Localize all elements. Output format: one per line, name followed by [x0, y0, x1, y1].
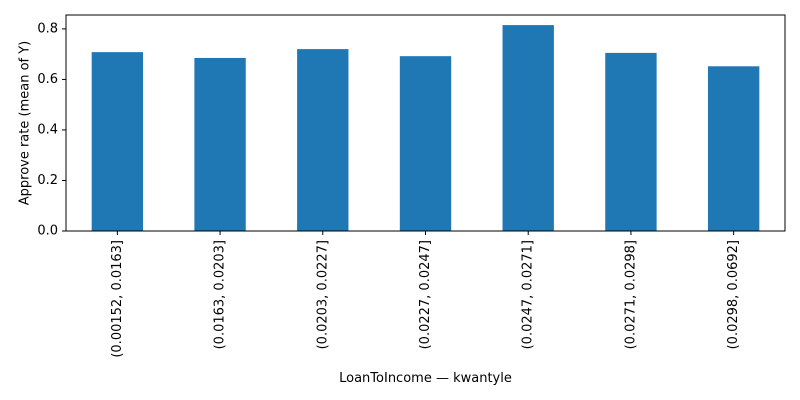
- x-tick-label-2: (0.0203, 0.0227]: [315, 240, 330, 349]
- y-axis-label: Approve rate (mean of Y): [18, 41, 33, 206]
- plot-frame: [65, 14, 786, 232]
- x-tick-label-3: (0.0227, 0.0247]: [418, 240, 433, 349]
- bars-group: [91, 25, 760, 232]
- bar-5: [605, 52, 657, 231]
- x-tick-label-1: (0.0163, 0.0203]: [213, 240, 228, 349]
- x-tick-label-6: (0.0298, 0.0692]: [726, 240, 741, 349]
- y-tick-label-4: 0.8: [37, 21, 58, 36]
- x-tick-label-4: (0.0247, 0.0271]: [521, 240, 536, 349]
- x-axis-ticks: (0.00152, 0.0163] (0.0163, 0.0203] (0.0203…: [110, 231, 741, 358]
- y-tick-label-2: 0.4: [37, 122, 58, 137]
- bar-6: [707, 66, 760, 231]
- x-tick-label-0: (0.00152, 0.0163]: [110, 240, 125, 358]
- bar-1: [194, 57, 246, 231]
- bar-0: [91, 52, 144, 231]
- y-tick-label-3: 0.6: [37, 72, 58, 87]
- y-tick-label-1: 0.2: [37, 173, 58, 188]
- y-axis-ticks: 0.0 0.2 0.4 0.6 0.8: [37, 21, 66, 239]
- x-axis-label: LoanToIncome — kwantyle: [339, 371, 512, 386]
- bar-2: [297, 49, 349, 232]
- y-tick-label-0: 0.0: [37, 224, 58, 239]
- x-tick-label-5: (0.0271, 0.0298]: [623, 240, 638, 349]
- bar-4: [502, 25, 554, 232]
- bar-3: [399, 56, 452, 231]
